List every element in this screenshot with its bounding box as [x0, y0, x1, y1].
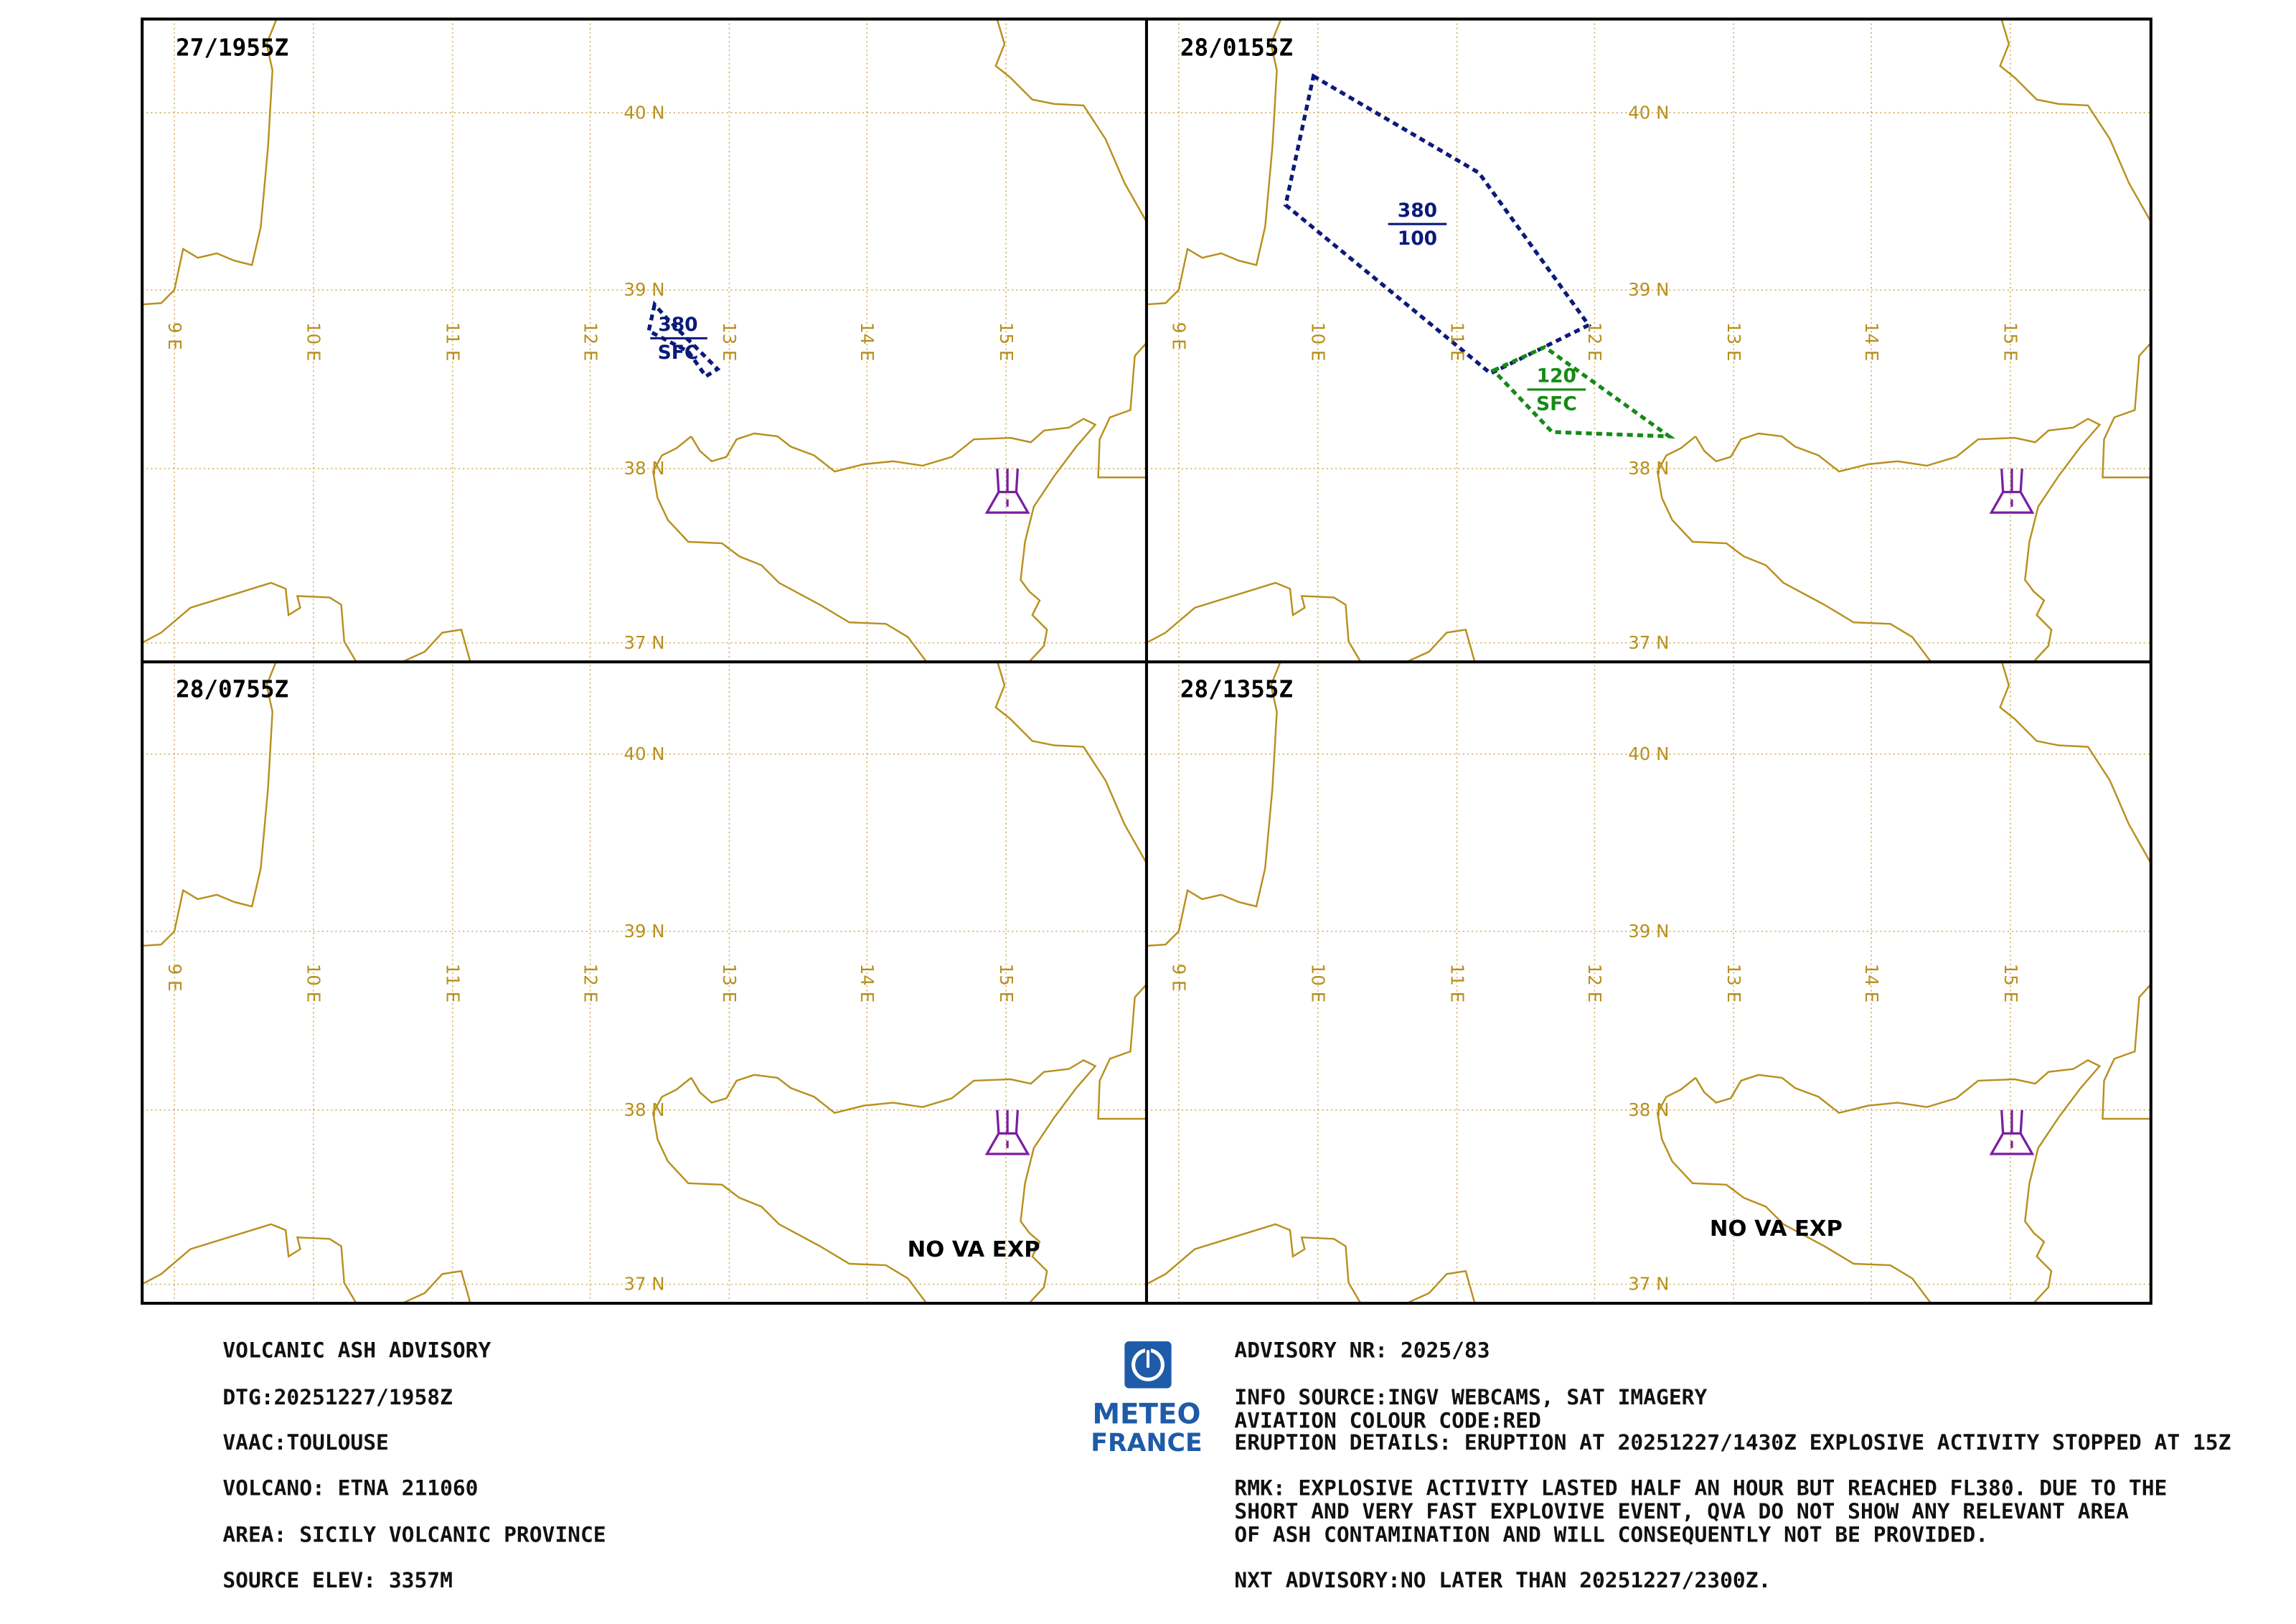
lon-label: 12 E	[580, 964, 601, 1003]
advisory-line: AREA: SICILY VOLCANIC PROVINCE	[222, 1523, 606, 1547]
panel-time: 28/0755Z	[176, 675, 288, 703]
logo-text: FRANCE	[1091, 1429, 1202, 1458]
advisory-line: NXT ADVISORY:NO LATER THAN 20251227/2300…	[1234, 1568, 1771, 1592]
logo: METEO FRANCE	[1091, 1341, 1203, 1458]
lat-label: 40 N	[1628, 743, 1669, 764]
lon-label: 10 E	[1308, 964, 1329, 1003]
lat-label: 39 N	[624, 921, 664, 942]
lon-label: 11 E	[443, 964, 464, 1003]
advisory-line: DTG:20251227/1958Z	[222, 1385, 453, 1409]
ash-base: 100	[1398, 227, 1437, 250]
lon-label: 12 E	[1584, 322, 1605, 361]
advisory-line: ERUPTION DETAILS: ERUPTION AT 20251227/1…	[1234, 1430, 2231, 1455]
lon-label: 12 E	[580, 322, 601, 361]
lat-label: 39 N	[1628, 921, 1669, 942]
lat-label: 37 N	[624, 1274, 664, 1295]
advisory-line: AVIATION COLOUR CODE:RED	[1234, 1409, 1540, 1433]
advisory-line: SOURCE ELEV: 3357M	[222, 1568, 453, 1592]
lon-label: 14 E	[857, 964, 878, 1003]
lon-label: 14 E	[857, 322, 878, 361]
ash-areas	[646, 72, 1676, 439]
advisory-text: VOLCANIC ASH ADVISORY DTG:20251227/1958Z V…	[222, 1338, 2231, 1592]
ash-polygon	[1490, 344, 1676, 439]
lat-label: 37 N	[624, 632, 664, 653]
logo-text: METEO	[1092, 1398, 1200, 1430]
lat-label: 37 N	[1628, 1274, 1669, 1295]
panel-time: 28/0155Z	[1180, 34, 1293, 62]
lat-label: 40 N	[624, 743, 664, 764]
advisory-line: SHORT AND VERY FAST EXPLOVIVE EVENT, QVA…	[1234, 1499, 2129, 1524]
lon-label: 9 E	[1169, 964, 1190, 992]
advisory-line: VOLCANIC ASH ADVISORY	[222, 1338, 491, 1363]
lon-label: 15 E	[2000, 322, 2021, 361]
advisory-line: VAAC:TOULOUSE	[222, 1430, 389, 1455]
lat-label: 38 N	[624, 1099, 664, 1120]
advisory-line: RMK: EXPLOSIVE ACTIVITY LASTED HALF AN H…	[1234, 1475, 2167, 1500]
lat-label: 38 N	[624, 458, 664, 479]
lon-label: 12 E	[1584, 964, 1605, 1003]
panel-note: NO VA EXP	[908, 1237, 1040, 1262]
lat-label: 40 N	[624, 102, 664, 123]
lon-label: 15 E	[996, 964, 1017, 1003]
ash-polygon	[1283, 72, 1592, 376]
lon-label: 15 E	[996, 322, 1017, 361]
lon-label: 11 E	[1446, 322, 1467, 361]
lon-label: 11 E	[443, 322, 464, 361]
lon-label: 10 E	[304, 964, 324, 1003]
lon-label: 9 E	[164, 964, 185, 992]
lon-label: 11 E	[1446, 964, 1467, 1003]
lon-label: 9 E	[1169, 322, 1190, 350]
advisory-line: INFO SOURCE:INGV WEBCAMS, SAT IMAGERY	[1234, 1385, 1707, 1409]
lon-label: 13 E	[719, 964, 740, 1003]
panel-borders	[141, 17, 2152, 1305]
lon-label: 14 E	[1861, 322, 1882, 361]
lon-label: 9 E	[164, 322, 185, 350]
advisory-line: OF ASH CONTAMINATION AND WILL CONSEQUENT…	[1234, 1523, 1988, 1547]
panel-labels: 27/1955Z 40 N 39 N 38 N 37 N 9 E 10 E 11 E 12 E 1…	[164, 34, 2021, 1295]
lon-label: 10 E	[304, 322, 324, 361]
ash-base: SFC	[658, 342, 699, 364]
ash-labels: 380 SFC 380 100 120 SFC	[650, 200, 1586, 415]
panel-time: 27/1955Z	[176, 34, 288, 62]
lat-label: 38 N	[1628, 458, 1669, 479]
lon-label: 13 E	[1723, 322, 1744, 361]
lon-label: 13 E	[719, 322, 740, 361]
lon-label: 14 E	[1861, 964, 1882, 1003]
ash-polygon	[646, 300, 721, 380]
ash-top: 380	[1398, 200, 1437, 222]
lon-label: 10 E	[1308, 322, 1329, 361]
panel-time: 28/1355Z	[1180, 675, 1293, 703]
lat-label: 39 N	[1628, 279, 1669, 300]
lat-label: 39 N	[624, 279, 664, 300]
advisory-line: VOLCANO: ETNA 211060	[222, 1475, 478, 1500]
advisory-line: ADVISORY NR: 2025/83	[1234, 1338, 1490, 1363]
panel-note: NO VA EXP	[1710, 1216, 1843, 1242]
ash-top: 380	[658, 314, 697, 336]
lon-label: 13 E	[1723, 964, 1744, 1003]
lat-label: 38 N	[1628, 1099, 1669, 1120]
lat-label: 40 N	[1628, 102, 1669, 123]
lat-label: 37 N	[1628, 632, 1669, 653]
lon-label: 15 E	[2000, 964, 2021, 1003]
ash-top: 120	[1537, 365, 1576, 388]
ash-base: SFC	[1536, 393, 1577, 415]
